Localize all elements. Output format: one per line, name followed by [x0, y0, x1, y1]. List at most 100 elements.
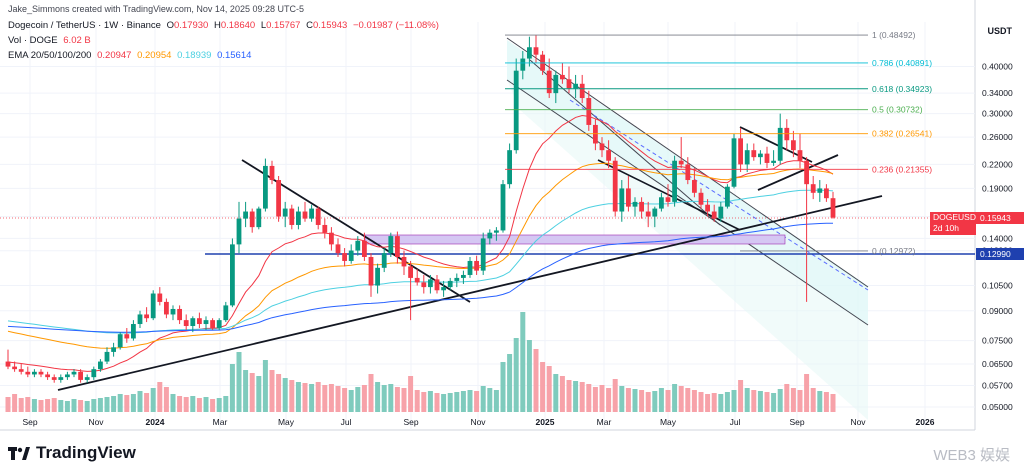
candle-body: [520, 58, 526, 71]
candle-body: [32, 371, 37, 375]
symbol-title[interactable]: Dogecoin / TetherUS · 1W · Binance: [8, 20, 161, 31]
price-tick-label: 0.05000: [982, 402, 1013, 412]
candle-body: [368, 256, 374, 286]
open-value: 0.17930: [173, 20, 209, 31]
volume-bar: [256, 376, 262, 412]
candle-body: [25, 371, 31, 375]
tradingview-brand[interactable]: TradingView: [8, 443, 136, 463]
candle-body: [454, 277, 460, 281]
volume-bar: [170, 394, 176, 412]
inner-channel-line: [529, 59, 721, 226]
time-tick-label: Sep: [403, 417, 418, 427]
volume-bar: [804, 374, 810, 412]
volume-bar: [592, 387, 598, 412]
candle-body: [777, 127, 783, 161]
candle-body: [447, 280, 453, 288]
time-tick-label: Nov: [850, 417, 866, 427]
time-tick-label: 2026: [916, 417, 935, 427]
fibonacci-levels: 1 (0.48492) 0.786 (0.40891) 0.618 (0.34923…: [505, 30, 932, 256]
candle-body: [467, 260, 473, 275]
volume-bar: [289, 380, 295, 412]
volume-value: 6.02 B: [63, 35, 91, 46]
price-tick-label: 0.34000: [982, 88, 1013, 98]
candle-body: [619, 188, 625, 212]
candle-body: [461, 274, 466, 278]
time-tick-label: 2025: [536, 417, 555, 427]
candle-body: [269, 165, 275, 181]
candle-body: [612, 160, 618, 212]
candle-body: [421, 282, 427, 288]
candle-body: [342, 253, 347, 261]
candle-body: [678, 160, 684, 165]
candle-body: [395, 236, 400, 257]
volume-bar: [691, 390, 697, 412]
candle-body: [104, 351, 110, 362]
fib-level-label: 0.618 (0.34923): [872, 84, 932, 94]
volume-bar: [78, 400, 84, 412]
volume-bar: [150, 388, 156, 412]
candle-body: [190, 318, 196, 327]
fib-level-label: 1 (0.48492): [872, 30, 916, 40]
volume-bar: [322, 385, 328, 412]
price-tick-label: 0.14000: [982, 233, 1013, 243]
candle-body: [797, 150, 803, 161]
volume-bar: [447, 393, 453, 412]
volume-bar: [223, 396, 229, 412]
volume-bar: [203, 397, 209, 412]
volume-bar: [401, 388, 407, 412]
candle-body: [216, 320, 222, 329]
candle-body: [764, 153, 770, 163]
volume-bar: [513, 338, 519, 412]
volume-bar: [507, 354, 513, 412]
candle-body: [711, 211, 717, 219]
volume-bar: [645, 392, 651, 412]
candle-body: [804, 160, 809, 185]
volume-bar: [137, 391, 143, 412]
volume-bar: [559, 376, 565, 412]
candle-body: [692, 180, 697, 193]
volume-bar: [632, 389, 638, 412]
candle-body: [731, 138, 737, 187]
candle-body: [18, 369, 24, 372]
ohlc-legend: Dogecoin / TetherUS · 1W · Binance O0.17…: [8, 20, 439, 31]
volume-bar: [493, 390, 499, 412]
candle-body: [652, 208, 658, 217]
candle-body: [302, 211, 308, 219]
candle-body: [177, 308, 182, 321]
volume-bar: [467, 390, 473, 412]
candle-body: [573, 83, 578, 89]
candle-body: [586, 98, 592, 125]
candle-body: [243, 211, 248, 219]
volume-bar: [606, 388, 612, 412]
channel-lower-line: [506, 79, 869, 326]
volume-bar: [553, 374, 559, 412]
volume-bar: [51, 398, 57, 412]
volume-bar: [408, 376, 414, 412]
volume-bar: [71, 399, 77, 412]
candle-body: [124, 334, 130, 339]
volume-bar: [784, 384, 790, 412]
price-tick-label: 0.09000: [982, 306, 1013, 316]
volume-bar: [665, 390, 671, 412]
volume-legend[interactable]: Vol · DOGE 6.02 B: [8, 35, 91, 46]
ema-legend[interactable]: EMA 20/50/100/200 0.20947 0.20954 0.1893…: [8, 50, 251, 61]
candle-body: [230, 244, 235, 306]
horizontal-level-tag: 0.12990: [976, 248, 1024, 260]
volume-bar: [421, 392, 427, 412]
volume-bar: [777, 389, 783, 412]
volume-bar: [388, 384, 394, 412]
time-tick-label: Jul: [730, 417, 741, 427]
volume-bar: [12, 394, 18, 412]
chart-drawings: [0, 37, 975, 420]
volume-bar: [216, 398, 222, 412]
candle-body: [210, 320, 215, 329]
currency-label[interactable]: USDT: [987, 26, 1013, 36]
volume-bar: [441, 394, 447, 412]
candle-body: [830, 198, 836, 218]
candle-body: [236, 218, 242, 245]
volume-bar: [45, 399, 51, 412]
volume-bar: [309, 384, 315, 412]
ema50-line: [7, 162, 834, 349]
volume-bar: [144, 393, 150, 412]
